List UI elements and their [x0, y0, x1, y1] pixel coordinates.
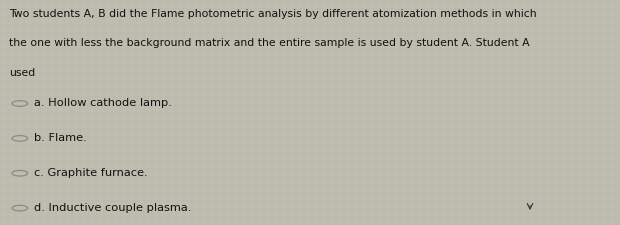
Text: the one with less the background matrix and the entire sample is used by student: the one with less the background matrix …	[9, 38, 530, 48]
Text: c. Graphite furnace.: c. Graphite furnace.	[34, 168, 148, 178]
Text: Two students A, B did the Flame photometric analysis by different atomization me: Two students A, B did the Flame photomet…	[9, 9, 537, 19]
Text: b. Flame.: b. Flame.	[34, 133, 87, 143]
Text: a. Hollow cathode lamp.: a. Hollow cathode lamp.	[34, 99, 172, 108]
Text: used: used	[9, 68, 35, 77]
Text: d. Inductive couple plasma.: d. Inductive couple plasma.	[34, 203, 192, 213]
